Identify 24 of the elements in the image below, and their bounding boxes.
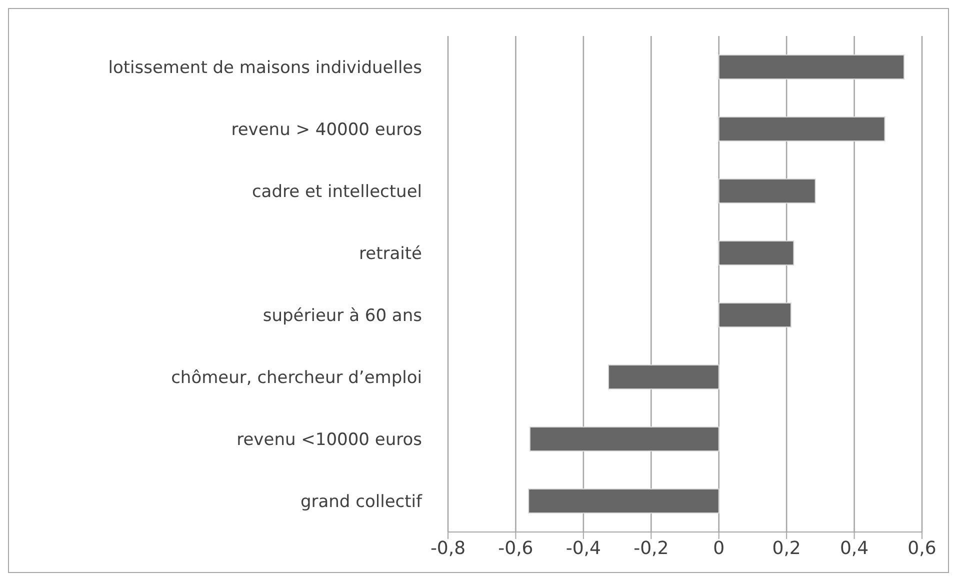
x-tick-label: -0,4 <box>566 538 601 559</box>
y-tick-label: revenu > 40000 euros <box>231 120 422 140</box>
x-tick-label: -0,6 <box>498 538 534 559</box>
x-tick-label: 0,4 <box>840 538 869 559</box>
y-tick-label: revenu <10000 euros <box>236 430 422 450</box>
bar <box>529 426 720 452</box>
bar <box>718 240 794 266</box>
y-tick-label: chômeur, chercheur d’emploi <box>171 368 422 388</box>
y-tick-label: retraité <box>359 244 422 264</box>
y-tick-label: grand collectif <box>300 492 424 512</box>
bar <box>608 364 720 390</box>
x-tick-label: -0,2 <box>634 538 669 559</box>
bar <box>718 54 905 80</box>
y-tick-label: cadre et intellectuel <box>252 182 422 202</box>
bar <box>718 178 816 204</box>
y-tick-label: lotissement de maisons individuelles <box>108 58 422 78</box>
bar <box>718 302 792 328</box>
bar <box>528 488 720 514</box>
y-tick-label: supérieur à 60 ans <box>262 306 422 326</box>
x-tick-label: 0 <box>713 538 725 559</box>
x-tick-label: -0,8 <box>430 538 466 559</box>
bar <box>718 116 886 142</box>
x-tick-label: 0,2 <box>772 538 801 559</box>
x-tick-label: 0,6 <box>908 538 936 559</box>
